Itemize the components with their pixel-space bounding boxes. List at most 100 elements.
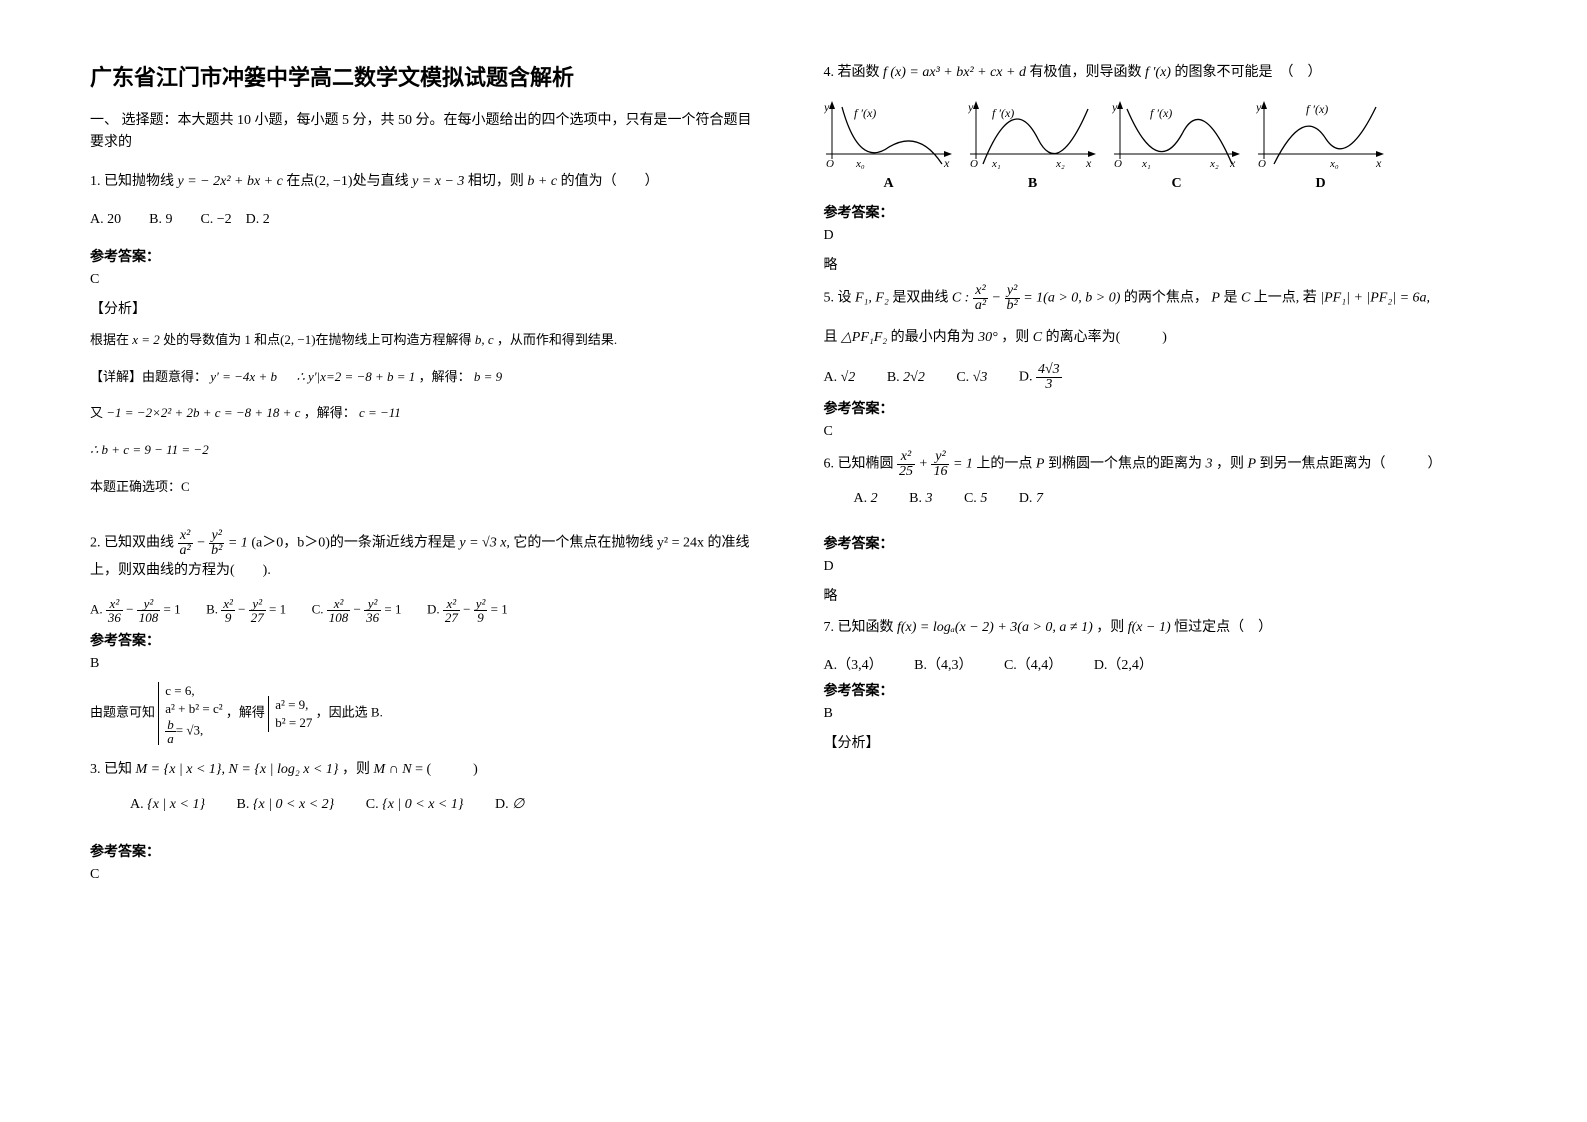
q1-detail2a: 又 xyxy=(90,405,103,420)
q7-text-c: 恒过定点（ ） xyxy=(1174,620,1272,635)
q2-b2-l2: b² = 27 xyxy=(275,715,312,730)
q3-expr-b: M ∩ N xyxy=(374,762,412,777)
q5-expr-d: C xyxy=(1241,290,1250,305)
q1-text-b: 在点(2, −1)处与直线 xyxy=(286,174,408,189)
q2-text-a: 2. 已知双曲线 xyxy=(90,536,174,551)
q1-detail-e3: ，解得： xyxy=(419,369,471,384)
svg-text:y: y xyxy=(968,100,974,114)
q1-expr-c: b + c xyxy=(527,174,557,189)
svg-text:x₀: x₀ xyxy=(855,158,865,170)
q2-b1-l1: c = 6, xyxy=(165,683,194,698)
question-2: 2. 已知双曲线 x²a² − y²b² = 1 (a＞0，b＞0)的一条渐近线… xyxy=(90,529,764,585)
q7-options: A.（3,4） B.（4,3） C.（4,4） D.（2,4） xyxy=(824,654,1498,674)
q5-text-c: 的两个焦点， xyxy=(1124,290,1208,305)
q4-labelD: D xyxy=(1256,176,1386,192)
q1-detail-e2: ∴ y′|x=2 = −8 + b = 1 xyxy=(296,369,415,384)
q5-l2b: 的最小内角为 xyxy=(891,330,975,345)
q7-text-b: ，则 xyxy=(1096,620,1124,635)
q3-optC: {x | 0 < x < 1} xyxy=(382,797,463,812)
q5-optB: 2√2 xyxy=(903,370,925,385)
svg-text:O: O xyxy=(826,158,834,170)
q6-optC: 5 xyxy=(980,491,987,506)
q6-answer: D xyxy=(824,559,1498,575)
q5-optC: √3 xyxy=(973,370,988,385)
q5-optA: √2 xyxy=(841,370,856,385)
q4-answer2: 略 xyxy=(824,254,1498,274)
svg-text:f ′(x): f ′(x) xyxy=(1150,106,1172,120)
q3-optB: {x | 0 < x < 2} xyxy=(253,797,334,812)
q5-text-e: 上一点, 若 xyxy=(1254,290,1317,305)
question-3: 3. 已知 M = {x | x < 1}, N = {x | log₂ x <… xyxy=(90,757,764,784)
q7-expr-a: f(x) = logₐ(x − 2) + 3(a > 0, a ≠ 1) xyxy=(897,620,1093,635)
q1-analysis-e1: x = 2 xyxy=(132,332,160,347)
q3-text-c: = ( ) xyxy=(415,762,478,777)
q6-optB: 3 xyxy=(925,491,932,506)
q7-optB: B.（4,3） xyxy=(914,654,972,674)
q6-text-d: ，则 xyxy=(1216,457,1244,472)
q2-b1-l2: a² + b² = c² xyxy=(165,701,222,716)
q2-expr-b: y = √3 x, xyxy=(459,536,510,551)
q5-l2c: ，则 xyxy=(1001,330,1029,345)
q5-answer: C xyxy=(824,424,1498,440)
q2-options: A. x²36 − y²108 = 1 B. x²9 − y²27 = 1 C.… xyxy=(90,597,764,624)
q4-graphs: y x O x₀ f ′(x) A y x O xyxy=(824,99,1498,192)
q2-b2-l1: a² = 9, xyxy=(275,697,308,712)
q5-l2e3: C xyxy=(1033,330,1042,345)
q5-answer-label: 参考答案： xyxy=(824,398,1498,418)
q6-optC-pre: C. xyxy=(964,491,977,506)
q4-graph-A: y x O x₀ f ′(x) A xyxy=(824,99,954,192)
q4-answer: D xyxy=(824,228,1498,244)
question-6: 6. 已知椭圆 x²25 + y²16 = 1 上的一点 P 到椭圆一个焦点的距… xyxy=(824,450,1498,479)
section1-heading: 一、 选择题：本大题共 10 小题，每小题 5 分，共 50 分。在每小题给出的… xyxy=(90,110,764,155)
svg-text:x: x xyxy=(943,156,950,170)
q4-graph-D: y x O x₀ f ′(x) D xyxy=(1256,99,1386,192)
q2-b1-l3b: a xyxy=(165,732,176,745)
q1-expr-b: y = x − 3 xyxy=(412,174,464,189)
q1-options: A. 20 B. 9 C. −2 D. 2 xyxy=(90,207,764,234)
q4-text-c: 的图象不可能是 （ ） xyxy=(1174,65,1321,80)
q7-optA: A.（3,4） xyxy=(824,654,883,674)
q2-optD-pre: D. xyxy=(427,601,440,616)
svg-text:x₁: x₁ xyxy=(991,158,1001,170)
q1-text-d: 的值为（ ） xyxy=(561,174,659,189)
q5-hyp-eq: = 1(a > 0, b > 0) xyxy=(1023,290,1120,305)
q4-graph-C: y x O x₁ x₂ f ′(x) C xyxy=(1112,99,1242,192)
q1-answer: C xyxy=(90,272,764,288)
q6-answer2: 略 xyxy=(824,585,1498,605)
q4-labelC: C xyxy=(1112,176,1242,192)
q5-hyp-C: C : xyxy=(952,290,970,305)
q7-answer-label: 参考答案： xyxy=(824,680,1498,700)
q5-l2e2: 30° xyxy=(978,330,998,345)
q6-optA-pre: A. xyxy=(854,491,868,506)
q3-optA: {x | x < 1} xyxy=(147,797,205,812)
q6-options: A. 2 B. 3 C. 5 D. 7 xyxy=(824,491,1498,507)
q2-deriv-end: ，因此选 B. xyxy=(316,705,383,720)
q5-l2a: 且 xyxy=(824,330,838,345)
q2-b1-l3a: b xyxy=(165,718,176,732)
q4-expr-a: f (x) = ax³ + bx² + cx + d xyxy=(883,65,1026,80)
q6-optD-pre: D. xyxy=(1019,491,1033,506)
svg-text:x₀: x₀ xyxy=(1329,158,1339,170)
svg-text:O: O xyxy=(970,158,978,170)
svg-text:f ′(x): f ′(x) xyxy=(1306,102,1328,116)
q2-answer-label: 参考答案： xyxy=(90,630,764,650)
q1-analysis-2: 处的导数值为 1 和点(2, −1)在抛物线上可构造方程解得 xyxy=(163,332,472,347)
svg-text:x: x xyxy=(1229,156,1236,170)
q1-detail-e1: y′ = −4x + b xyxy=(210,369,277,384)
svg-text:y: y xyxy=(824,100,830,114)
svg-text:x: x xyxy=(1085,156,1092,170)
svg-text:x: x xyxy=(1375,156,1382,170)
q4-graph-B: y x O x₁ x₂ f ′(x) B xyxy=(968,99,1098,192)
svg-text:O: O xyxy=(1114,158,1122,170)
q7-optD: D.（2,4） xyxy=(1094,654,1153,674)
q1-detail-e4: b = 9 xyxy=(474,369,502,384)
q3-answer-label: 参考答案： xyxy=(90,841,764,861)
q3-text-a: 3. 已知 xyxy=(90,762,132,777)
q4-text-a: 4. 若函数 xyxy=(824,65,880,80)
q4-labelA: A xyxy=(824,176,954,192)
q3-options: A. {x | x < 1} B. {x | 0 < x < 2} C. {x … xyxy=(90,796,764,813)
q3-text-b: ，则 xyxy=(342,762,370,777)
svg-text:x₁: x₁ xyxy=(1141,158,1151,170)
q1-answer-label: 参考答案： xyxy=(90,246,764,266)
question-1: 1. 已知抛物线 y = − 2x² + bx + c 在点(2, −1)处与直… xyxy=(90,169,764,196)
